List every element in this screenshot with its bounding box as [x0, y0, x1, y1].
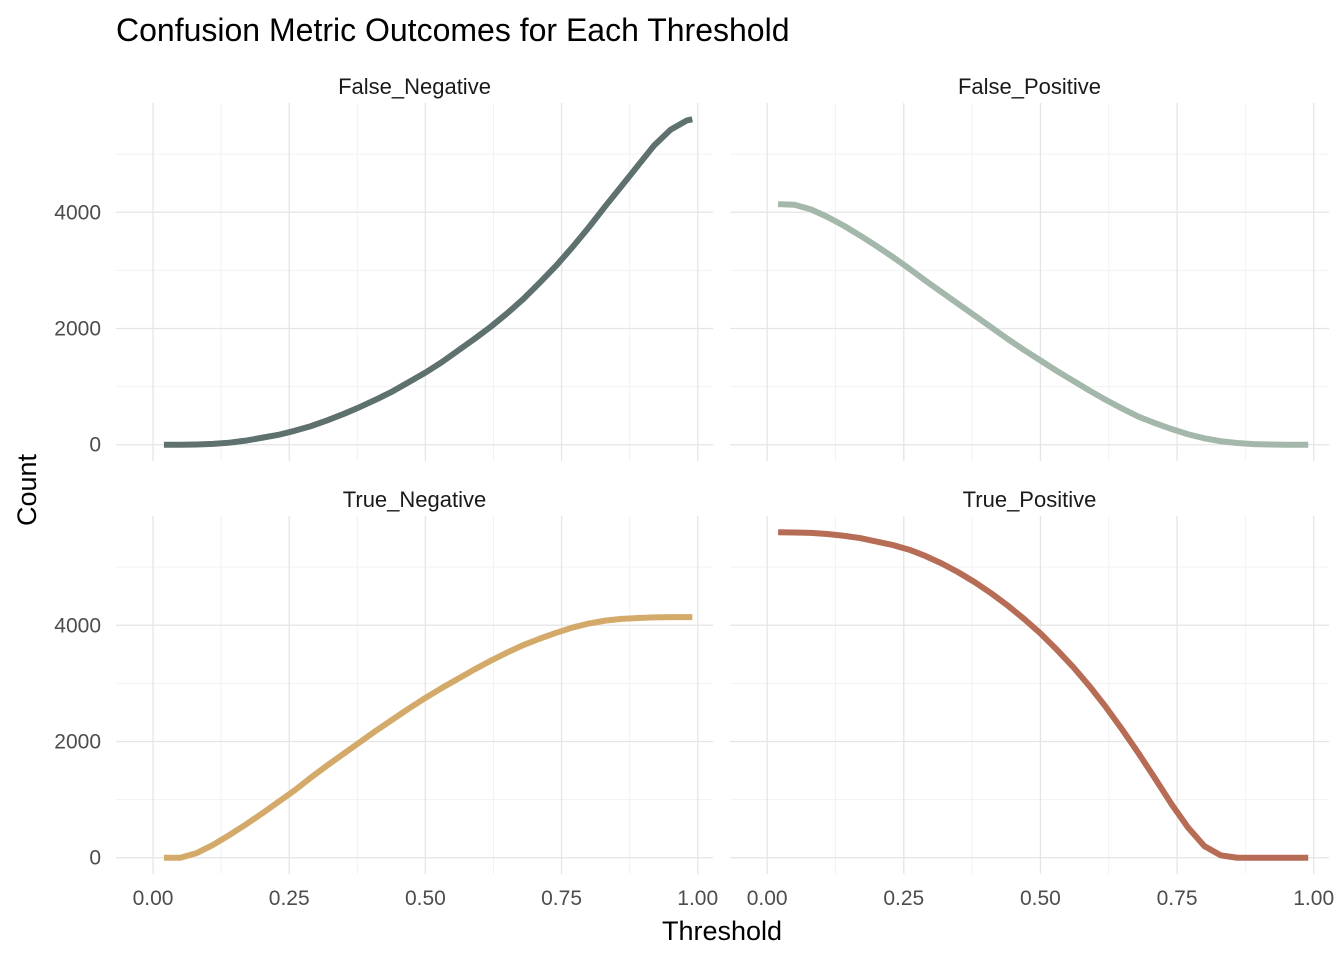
y-tick-label: 4000: [54, 614, 101, 637]
x-tick-label: 0.75: [541, 887, 582, 910]
facet-strip-label: False_Positive: [958, 74, 1101, 99]
x-tick-label: 0.50: [405, 887, 446, 910]
panel-false-positive: False_Positive: [730, 74, 1329, 461]
x-tick-label: 0.25: [269, 887, 310, 910]
y-tick-label: 2000: [54, 730, 101, 753]
x-tick-label: 0.50: [1020, 887, 1061, 910]
x-tick-label: 1.00: [1293, 887, 1334, 910]
facet-strip-label: False_Negative: [338, 74, 491, 99]
y-axis-label: Count: [12, 453, 42, 526]
x-tick-label: 0.00: [747, 887, 788, 910]
panel-true-negative: True_Negative 0 2000 4000 0.00 0.25 0.50 0.75 1.…: [54, 487, 718, 910]
facet-strip-label: True_Negative: [343, 487, 486, 512]
x-axis-label: Threshold: [662, 916, 782, 946]
facet-strip-label: True_Positive: [963, 487, 1097, 512]
panel-true-positive: True_Positive 0.00 0.25 0.50 0.75 1.00: [730, 487, 1334, 910]
series-line-false-negative: [163, 116, 693, 448]
y-tick-label: 0: [89, 434, 101, 457]
chart-title: Confusion Metric Outcomes for Each Thres…: [116, 12, 789, 48]
series-line-true-positive: [778, 529, 1309, 861]
x-tick-label: 0.25: [883, 887, 924, 910]
x-tick-label: 0.75: [1157, 887, 1198, 910]
x-tick-label: 0.00: [133, 887, 174, 910]
panels: False_Negative 0 2000 4000 False_Positive Tru…: [54, 74, 1334, 910]
series-line-true-negative: [163, 614, 693, 861]
panel-false-negative: False_Negative 0 2000 4000: [54, 74, 713, 461]
x-tick-label: 1.00: [677, 887, 718, 910]
y-tick-label: 2000: [54, 317, 101, 340]
series-line-false-positive: [777, 201, 1309, 448]
y-tick-label: 4000: [54, 201, 101, 224]
y-tick-label: 0: [89, 847, 101, 870]
